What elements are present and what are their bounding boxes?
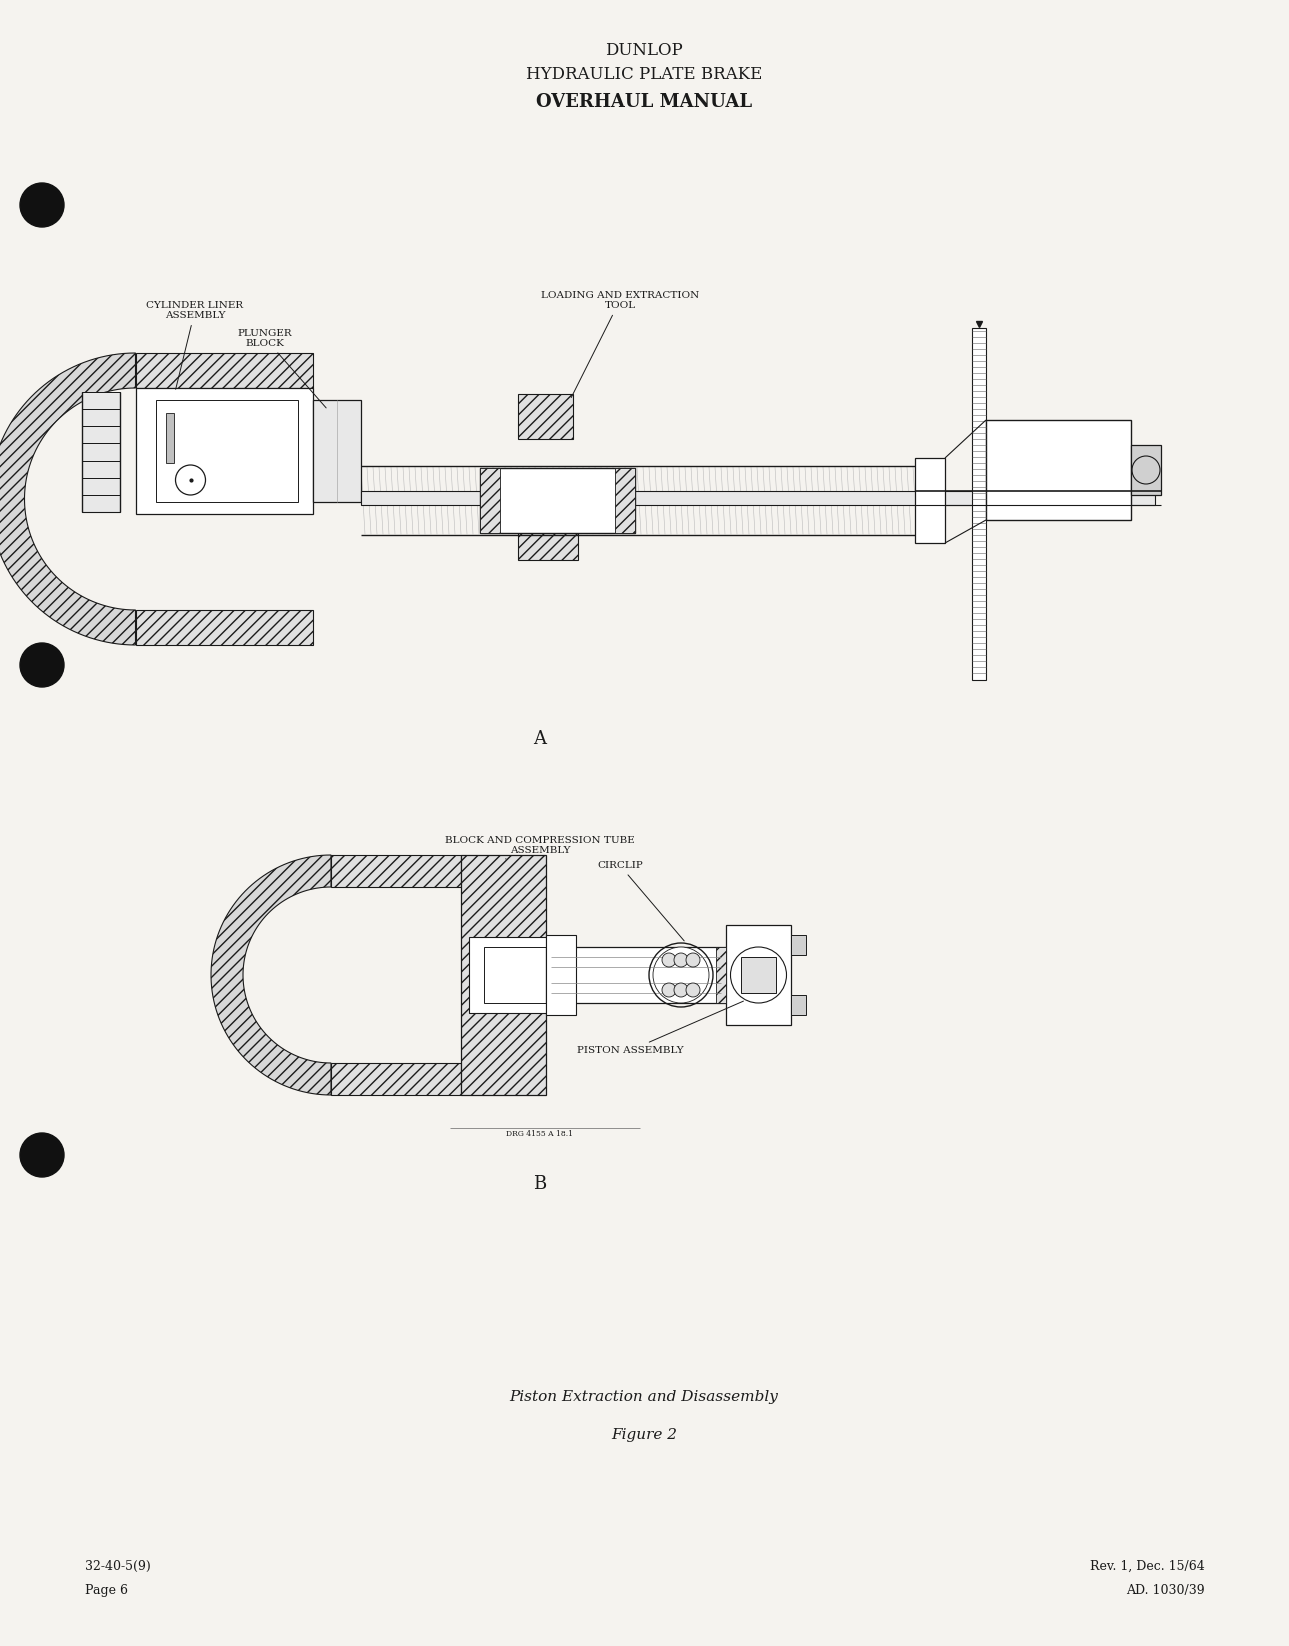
Bar	[135, 352, 313, 388]
Text: A: A	[534, 729, 547, 747]
Text: CIRCLIP: CIRCLIP	[597, 861, 684, 942]
Text: DUNLOP: DUNLOP	[605, 43, 683, 59]
Bar	[547, 935, 576, 1016]
Text: B: B	[534, 1175, 547, 1193]
Bar	[483, 946, 547, 1002]
Bar	[82, 477, 120, 495]
Circle shape	[21, 183, 64, 227]
Bar	[461, 854, 547, 1095]
Circle shape	[654, 946, 709, 1002]
Bar	[135, 611, 313, 645]
Bar	[82, 426, 120, 443]
Bar	[986, 420, 1130, 520]
Bar	[313, 400, 361, 502]
Circle shape	[686, 983, 700, 997]
Bar	[156, 400, 298, 502]
Bar	[82, 443, 120, 461]
Bar	[741, 956, 776, 993]
Circle shape	[674, 953, 688, 966]
Bar	[82, 410, 120, 426]
Text: HYDRAULIC PLATE BRAKE: HYDRAULIC PLATE BRAKE	[526, 66, 762, 82]
Bar	[518, 525, 577, 560]
Text: Figure 2: Figure 2	[611, 1429, 677, 1442]
Bar	[726, 925, 791, 1025]
Text: AD. 1030/39: AD. 1030/39	[1127, 1583, 1205, 1597]
Text: 32-40-5(9): 32-40-5(9)	[85, 1560, 151, 1574]
Bar	[518, 393, 574, 439]
Circle shape	[663, 953, 675, 966]
Bar	[361, 491, 1155, 505]
Text: OVERHAUL MANUAL: OVERHAUL MANUAL	[536, 94, 751, 110]
Text: DRG 4155 A 18.1: DRG 4155 A 18.1	[507, 1131, 574, 1137]
Bar	[82, 392, 120, 410]
Bar	[972, 328, 986, 680]
Text: BLOCK AND COMPRESSION TUBE
ASSEMBLY: BLOCK AND COMPRESSION TUBE ASSEMBLY	[445, 836, 635, 859]
Polygon shape	[0, 352, 135, 645]
Bar	[715, 946, 726, 1002]
Text: PISTON ASSEMBLY: PISTON ASSEMBLY	[576, 1001, 744, 1055]
Bar	[469, 937, 547, 1012]
Bar	[915, 458, 945, 543]
Circle shape	[674, 983, 688, 997]
Bar	[547, 946, 726, 1002]
Circle shape	[663, 983, 675, 997]
Bar	[791, 935, 806, 955]
Bar	[791, 994, 806, 1016]
Text: Page 6: Page 6	[85, 1583, 128, 1597]
Text: Rev. 1, Dec. 15/64: Rev. 1, Dec. 15/64	[1090, 1560, 1205, 1574]
Bar	[615, 467, 635, 533]
Bar	[480, 467, 635, 533]
Circle shape	[21, 644, 64, 686]
Text: Piston Extraction and Disassembly: Piston Extraction and Disassembly	[509, 1389, 779, 1404]
Circle shape	[21, 1132, 64, 1177]
Circle shape	[686, 953, 700, 966]
Text: LOADING AND EXTRACTION
TOOL: LOADING AND EXTRACTION TOOL	[541, 291, 699, 398]
Text: CYLINDER LINER
ASSEMBLY: CYLINDER LINER ASSEMBLY	[147, 301, 244, 390]
Bar	[82, 461, 120, 477]
Bar	[331, 854, 461, 887]
Text: PLUNGER
BLOCK: PLUNGER BLOCK	[237, 329, 326, 408]
Bar	[165, 413, 174, 463]
Bar	[331, 1063, 461, 1095]
Bar	[82, 495, 120, 512]
Bar	[135, 388, 313, 514]
Polygon shape	[211, 854, 331, 1095]
Bar	[1130, 444, 1161, 495]
Bar	[480, 467, 500, 533]
